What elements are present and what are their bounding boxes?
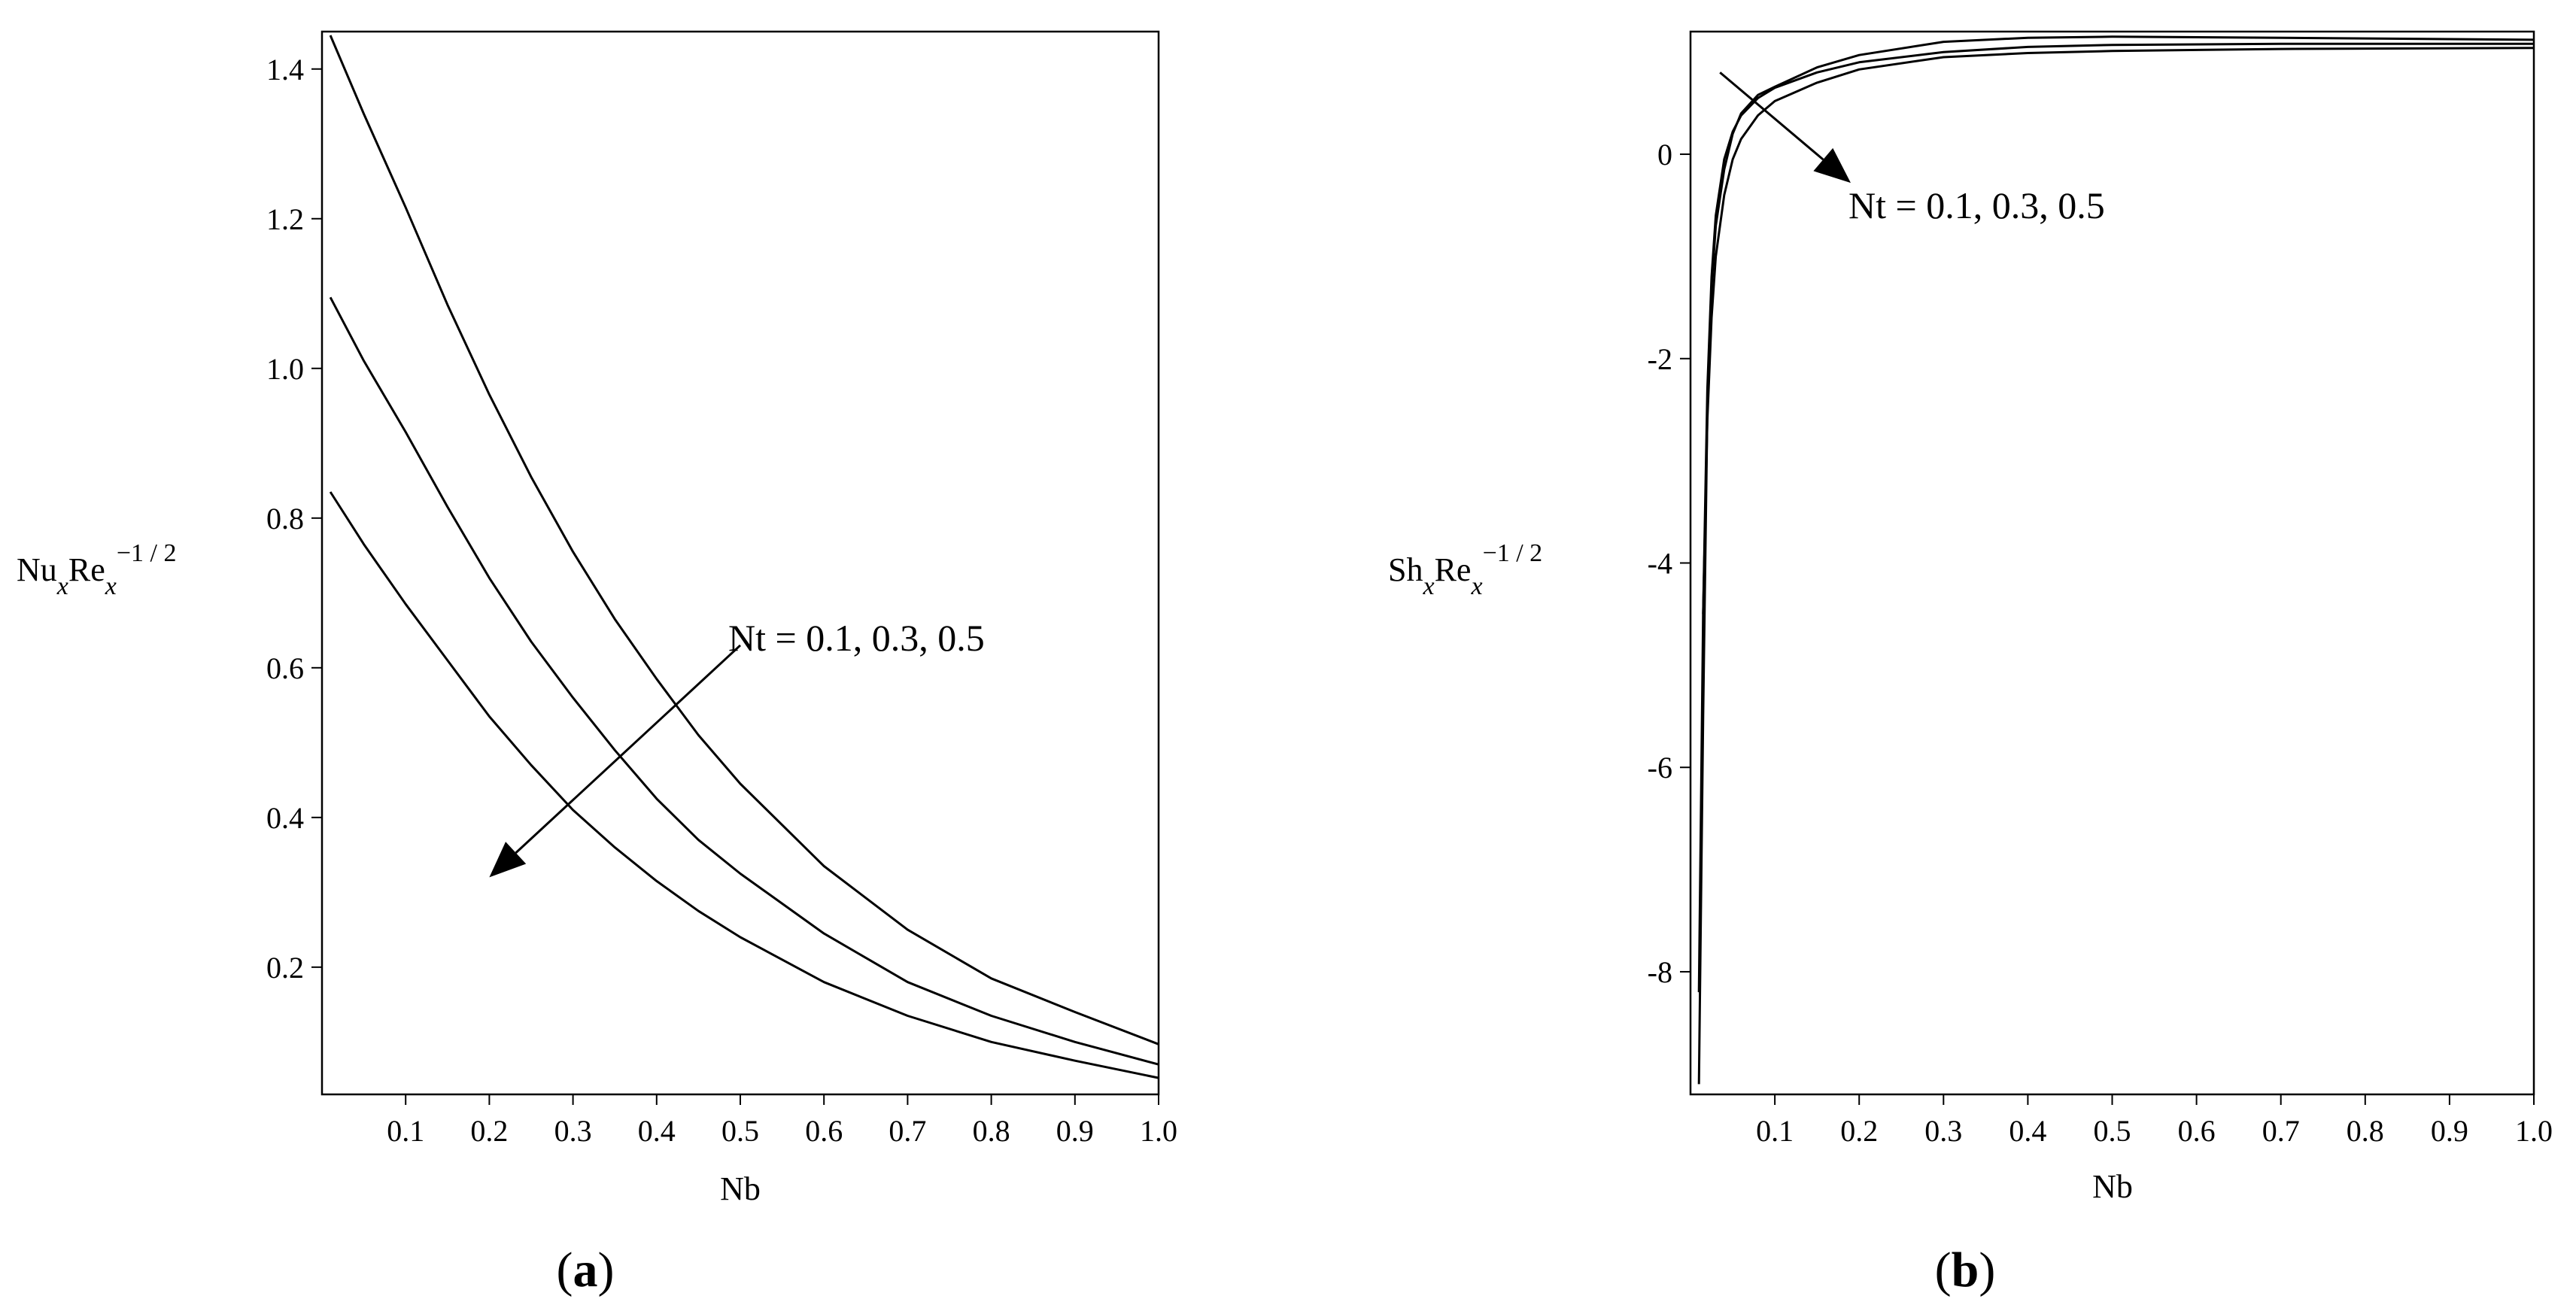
- series-line-1: [1697, 35, 2535, 1085]
- annotation-arrow-b: [1719, 71, 1851, 184]
- x-tick-label: 0.8: [2347, 1114, 2384, 1148]
- y-tick-label: 1.4: [266, 53, 304, 86]
- x-tick-label: 0.9: [2431, 1114, 2468, 1148]
- x-tick-label: 0.5: [2094, 1114, 2131, 1148]
- x-tick-label: 0.2: [1840, 1114, 1878, 1148]
- y-tick-label: -2: [1648, 342, 1672, 376]
- y-tick-label: -8: [1648, 955, 1672, 989]
- y-axis-title-a: NuxRex−1 / 2: [17, 539, 176, 600]
- arrow-head: [1813, 147, 1851, 184]
- x-tick-label: 0.1: [387, 1114, 424, 1148]
- panel-label-b: (b): [1935, 1243, 1996, 1297]
- x-tick-label: 0.7: [2262, 1114, 2300, 1148]
- y-tick-label: 0.6: [266, 651, 304, 685]
- annotation-text-b: Nt = 0.1, 0.3, 0.5: [1848, 184, 2105, 226]
- panel-label-a: (a): [557, 1243, 615, 1297]
- series-group-a: [329, 35, 1159, 1079]
- x-axis-title-b: Nb: [2092, 1168, 2133, 1205]
- x-tick-label: 0.4: [638, 1114, 676, 1148]
- annotation-arrow-a: [489, 644, 742, 878]
- y-axis-title-b: ShxRex−1 / 2: [1388, 539, 1542, 600]
- annotation-text-a: Nt = 0.1, 0.3, 0.5: [728, 617, 985, 659]
- arrow-head: [489, 842, 527, 878]
- y-tick-label: -4: [1648, 547, 1672, 581]
- x-tick-label: 0.9: [1056, 1114, 1094, 1148]
- y-tick-label: 0.8: [266, 502, 304, 536]
- x-axis-ticks-b: 0.1 0.2 0.3 0.4 0.5 0.6 0.7 0.8 0.9 1.0: [1756, 1094, 2553, 1148]
- x-tick-label: 0.6: [805, 1114, 843, 1148]
- y-tick-label: 0.4: [266, 801, 304, 835]
- series-line-2: [1697, 42, 2534, 993]
- x-tick-label: 0.6: [2178, 1114, 2216, 1148]
- y-axis-ticks-a: 0.2 0.4 0.6 0.8 1.0 1.2 1.4: [266, 53, 322, 985]
- chart-panel-a: 0.1 0.2 0.3 0.4 0.5 0.6 0.7 0.8 0.9 1.0 0.2 0.4 0.6…: [17, 30, 1177, 1297]
- x-tick-label: 1.0: [1140, 1114, 1177, 1148]
- x-tick-label: 0.8: [973, 1114, 1010, 1148]
- x-axis-ticks-a: 0.1 0.2 0.3 0.4 0.5 0.6 0.7 0.8 0.9 1.0: [387, 1094, 1177, 1148]
- y-tick-label: 1.2: [266, 202, 304, 236]
- x-tick-label: 0.5: [721, 1114, 759, 1148]
- chart-panel-b: 0.1 0.2 0.3 0.4 0.5 0.6 0.7 0.8 0.9 1.0 -8 -6 -4 -2 0…: [1388, 30, 2553, 1297]
- arrow-shaft: [1719, 71, 1824, 161]
- plot-frame-a: [320, 30, 1160, 1096]
- x-axis-title-a: Nb: [720, 1170, 761, 1207]
- x-tick-label: 0.3: [554, 1114, 592, 1148]
- x-tick-label: 0.3: [1924, 1114, 1962, 1148]
- x-tick-label: 0.4: [2009, 1114, 2046, 1148]
- arrow-shaft: [515, 644, 742, 854]
- y-tick-label: 1.0: [266, 352, 304, 386]
- series-group-b: [1697, 35, 2535, 1085]
- x-tick-label: 1.0: [2515, 1114, 2553, 1148]
- series-line-3: [1702, 47, 2535, 615]
- y-tick-label: 0.2: [266, 951, 304, 985]
- series-line-2: [329, 296, 1159, 1066]
- series-line-3: [329, 491, 1159, 1079]
- y-tick-label: 0: [1657, 138, 1672, 171]
- plot-frame-b: [1689, 30, 2535, 1096]
- series-line-1: [329, 35, 1159, 1045]
- x-tick-label: 0.2: [470, 1114, 508, 1148]
- x-tick-label: 0.7: [889, 1114, 926, 1148]
- y-axis-ticks-b: -8 -6 -4 -2 0: [1648, 138, 1690, 989]
- x-tick-label: 0.1: [1756, 1114, 1794, 1148]
- y-tick-label: -6: [1648, 751, 1672, 784]
